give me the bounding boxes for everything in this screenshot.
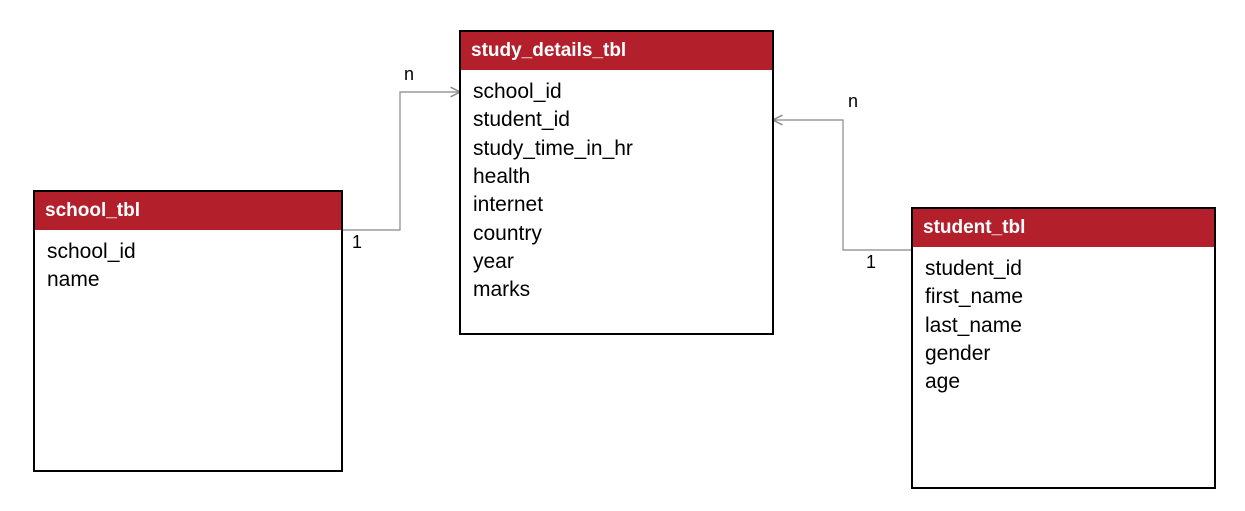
- edge-school-study: [343, 92, 459, 230]
- field: first_name: [925, 283, 1202, 311]
- field: student_id: [473, 106, 760, 134]
- field: year: [473, 248, 760, 276]
- entity-study-details-body: school_id student_id study_time_in_hr he…: [461, 70, 772, 317]
- entity-student-header: student_tbl: [913, 209, 1214, 247]
- entity-student: student_tbl student_id first_name last_n…: [911, 207, 1216, 489]
- field: age: [925, 368, 1202, 396]
- field: gender: [925, 340, 1202, 368]
- entity-student-body: student_id first_name last_name gender a…: [913, 247, 1214, 409]
- entity-school-header: school_tbl: [35, 192, 341, 230]
- cardinality-label: 1: [352, 232, 362, 253]
- cardinality-label: n: [404, 64, 414, 85]
- field: health: [473, 163, 760, 191]
- field: school_id: [473, 78, 760, 106]
- field: school_id: [47, 238, 329, 266]
- entity-school-body: school_id name: [35, 230, 341, 307]
- entity-school: school_tbl school_id name: [33, 190, 343, 472]
- entity-study-details: study_details_tbl school_id student_id s…: [459, 30, 774, 335]
- field: last_name: [925, 312, 1202, 340]
- cardinality-label: 1: [866, 252, 876, 273]
- cardinality-label: n: [848, 91, 858, 112]
- field: country: [473, 220, 760, 248]
- field: marks: [473, 276, 760, 304]
- edge-student-study: [774, 120, 911, 250]
- field: name: [47, 266, 329, 294]
- er-diagram: school_tbl school_id name study_details_…: [0, 0, 1245, 511]
- field: internet: [473, 191, 760, 219]
- field: student_id: [925, 255, 1202, 283]
- entity-study-details-header: study_details_tbl: [461, 32, 772, 70]
- field: study_time_in_hr: [473, 135, 760, 163]
